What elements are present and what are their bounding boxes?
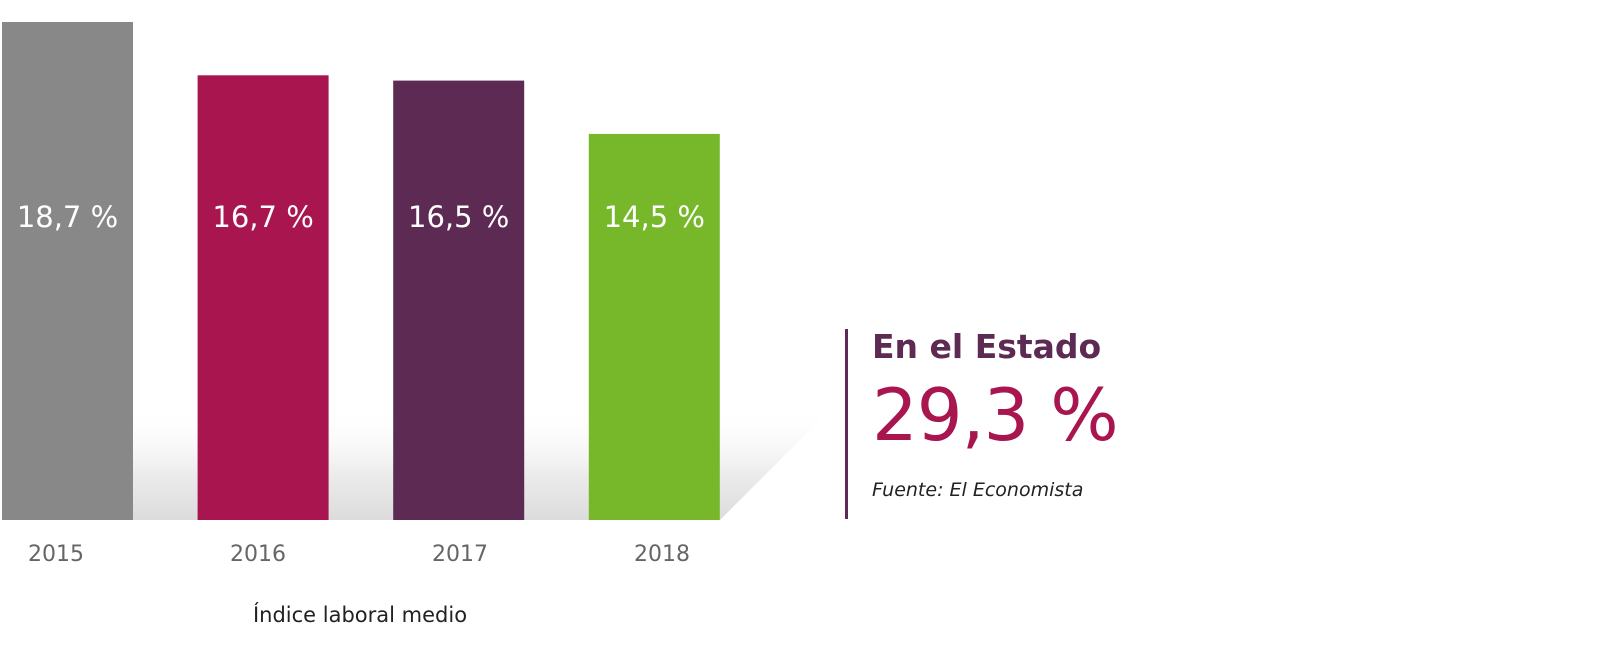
bar-value-label-2017: 16,5 %: [408, 200, 509, 234]
bar-2018: [588, 133, 720, 520]
bar-2016: [197, 75, 329, 521]
state-callout: En el Estado 29,3 % Fuente: El Economist…: [845, 329, 1245, 519]
bar-chart: 18,7 % 16,7 % 16,5 % 14,5 % 2015 2016 2017 201…: [2, 22, 835, 627]
source-note: Fuente: El Economista: [872, 479, 1084, 501]
x-tick-2015: 2015: [28, 542, 84, 567]
bar-value-label-2018: 14,5 %: [604, 200, 705, 234]
bar-value-label-2015: 18,7 %: [17, 200, 118, 234]
bar-2015: [2, 22, 133, 520]
state-value: 29,3 %: [872, 373, 1119, 457]
x-tick-2016: 2016: [230, 542, 286, 567]
x-axis-label: Índice laboral medio: [253, 602, 467, 627]
bar-value-label-2016: 16,7 %: [212, 200, 313, 234]
state-heading: En el Estado: [872, 327, 1102, 366]
bar-2017: [393, 80, 525, 520]
x-tick-2018: 2018: [634, 542, 690, 567]
x-tick-2017: 2017: [432, 542, 488, 567]
